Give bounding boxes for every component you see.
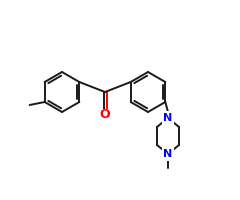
Text: N: N	[163, 113, 173, 123]
Text: O: O	[100, 108, 110, 121]
Text: N: N	[163, 149, 173, 159]
